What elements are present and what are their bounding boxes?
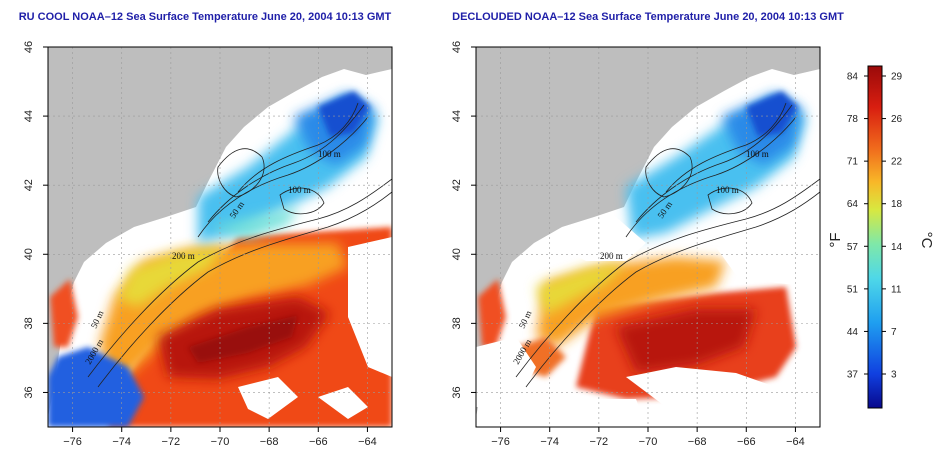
colorbar-gradient <box>867 65 883 409</box>
panel-decloud: DECLOUDED NOAA–12 Sea Surface Temperatur… <box>451 11 844 448</box>
celsius-tick-label: 26 <box>891 114 903 125</box>
land-mass <box>48 47 392 417</box>
sst-field <box>478 91 806 399</box>
celsius-unit-label: °C <box>918 232 935 249</box>
x-tick-label: −64 <box>358 436 377 448</box>
y-tick-label: 38 <box>451 317 463 329</box>
x-tick-label: −64 <box>786 436 805 448</box>
fahrenheit-tick-label: 57 <box>847 242 859 253</box>
celsius-tick-label: 22 <box>891 157 903 168</box>
y-tick-label: 42 <box>451 179 463 191</box>
celsius-tick-label: 14 <box>891 242 903 253</box>
isobath-label: 100 m <box>746 149 769 159</box>
x-tick-label: −66 <box>309 436 328 448</box>
x-tick-label: −76 <box>63 436 82 448</box>
fahrenheit-tick-label: 84 <box>847 72 859 83</box>
colorbar: 84 29 78 26 71 22 64 18 57 14 51 11 44 7 37 3 °F °C <box>827 65 935 409</box>
y-tick-label: 44 <box>23 110 35 122</box>
x-tick-label: −68 <box>688 436 707 448</box>
isobath-label: 100 m <box>318 149 341 159</box>
y-tick-label: 38 <box>23 317 35 329</box>
sst-map-rucool: 100 m 100 m 50 m 200 m 50 m 2000 m <box>48 47 392 427</box>
y-tick-label: 36 <box>451 386 463 398</box>
cloud-patches <box>476 217 820 427</box>
fahrenheit-tick-label: 71 <box>847 157 859 168</box>
y-tick-label: 42 <box>23 179 35 191</box>
fahrenheit-tick-label: 51 <box>847 284 859 295</box>
panel-title-decloud: DECLOUDED NOAA–12 Sea Surface Temperatur… <box>452 11 844 23</box>
fahrenheit-tick-label: 37 <box>847 370 859 381</box>
isobath-label: 100 m <box>716 185 739 195</box>
colorbar-ticks: 84 29 78 26 71 22 64 18 57 14 51 11 44 7 37 3 <box>847 72 903 381</box>
x-tick-label: −66 <box>737 436 756 448</box>
celsius-tick-label: 18 <box>891 199 903 210</box>
sst-field <box>48 91 392 427</box>
axis-ticks: −76 −74 −72 −70 −68 −66 −64 36 38 40 42 44 46 <box>23 41 377 448</box>
celsius-tick-label: 3 <box>891 370 897 381</box>
celsius-tick-label: 11 <box>891 284 902 295</box>
panel-title-rucool: RU COOL NOAA–12 Sea Surface Temperature … <box>19 11 392 23</box>
panel-rucool: RU COOL NOAA–12 Sea Surface Temperature … <box>19 11 393 448</box>
celsius-tick-label: 7 <box>891 327 897 338</box>
x-tick-label: −74 <box>112 436 131 448</box>
fahrenheit-tick-label: 44 <box>847 327 859 338</box>
y-tick-label: 40 <box>23 248 35 260</box>
celsius-tick-label: 29 <box>891 72 903 83</box>
y-tick-label: 40 <box>451 248 463 260</box>
fahrenheit-unit-label: °F <box>827 232 844 247</box>
land-mass <box>476 47 820 417</box>
isobath-label: 200 m <box>600 251 623 261</box>
fahrenheit-tick-label: 78 <box>847 114 859 125</box>
y-tick-label: 46 <box>23 41 35 53</box>
isobath-label: 200 m <box>172 251 195 261</box>
cloud-patches <box>238 237 392 419</box>
lat-lon-grid <box>48 46 392 427</box>
isobath-contours <box>87 102 392 388</box>
x-tick-label: −76 <box>491 436 510 448</box>
x-tick-label: −72 <box>590 436 609 448</box>
fahrenheit-tick-label: 64 <box>847 199 859 210</box>
x-tick-label: −68 <box>260 436 279 448</box>
x-tick-label: −70 <box>211 436 230 448</box>
isobath-label: 100 m <box>288 185 311 195</box>
sst-map-decloud: 100 m 100 m 50 m 200 m 50 m 2000 m <box>476 47 820 427</box>
isobath-contours <box>515 102 820 388</box>
y-tick-label: 46 <box>451 41 463 53</box>
x-tick-label: −72 <box>162 436 181 448</box>
lat-lon-grid <box>476 46 820 427</box>
x-tick-label: −70 <box>639 436 658 448</box>
axis-ticks: −76 −74 −72 −70 −68 −66 −64 36 38 40 42 44 46 <box>451 41 805 448</box>
y-tick-label: 36 <box>23 386 35 398</box>
y-tick-label: 44 <box>451 110 463 122</box>
x-tick-label: −74 <box>540 436 559 448</box>
